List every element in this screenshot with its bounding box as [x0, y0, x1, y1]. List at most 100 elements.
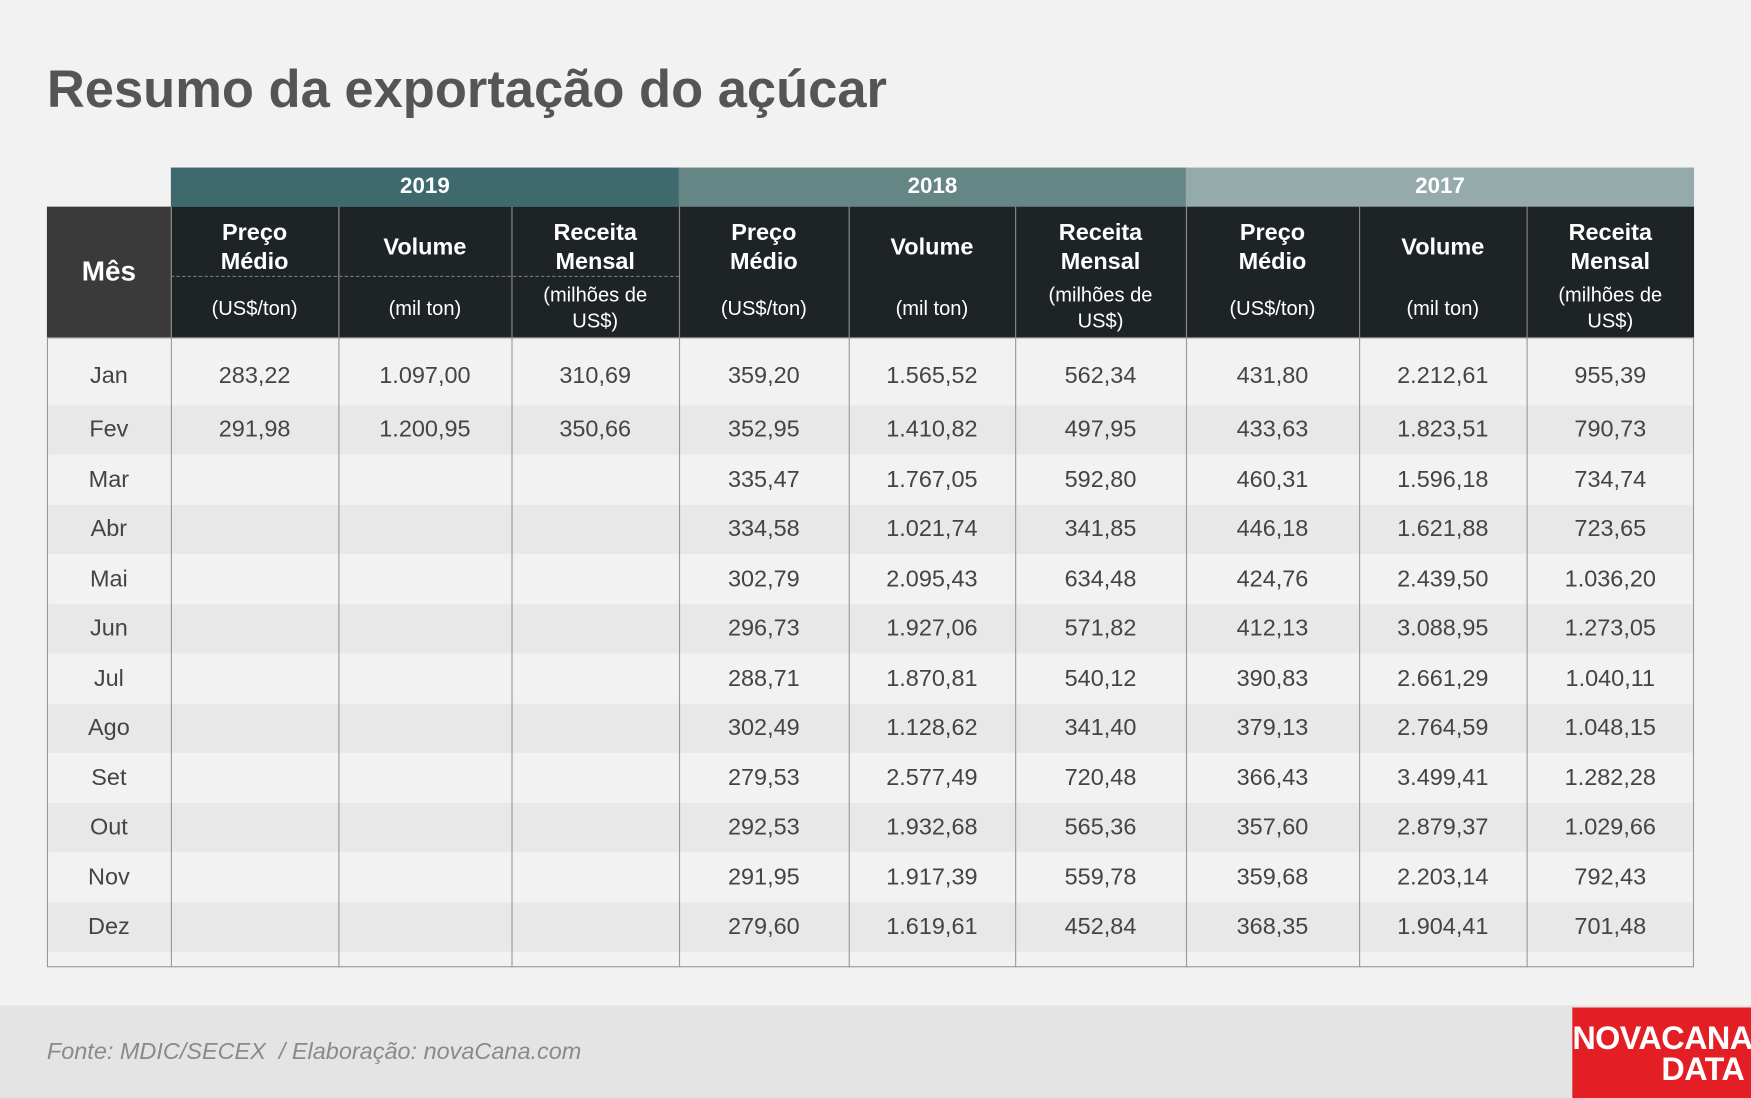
value-cell: 292,53	[727, 814, 800, 840]
value-cell: 1.200,95	[379, 416, 471, 443]
value-cell: 2.203,14	[1397, 863, 1489, 890]
row-stripe	[48, 405, 1693, 455]
column-unit-text: (milhões de US$)	[1558, 283, 1663, 332]
month-cell: Fev	[89, 416, 129, 443]
value-cell: 1.619,61	[886, 913, 978, 940]
value-cell: 1.036,20	[1564, 565, 1656, 592]
footer	[0, 1005, 1751, 1098]
value-cell: 1.040,11	[1565, 665, 1656, 691]
value-cell: 497,95	[1064, 416, 1137, 443]
month-cell: Set	[91, 764, 127, 791]
value-cell: 2.879,37	[1397, 814, 1489, 840]
header-cell	[678, 206, 849, 338]
value-cell: 335,47	[727, 466, 800, 493]
year-band: 2017	[1185, 167, 1695, 207]
value-cell: 279,53	[727, 764, 800, 791]
column-unit: (mil ton)	[338, 281, 511, 335]
header-divider	[170, 275, 679, 278]
value-cell: 565,36	[1064, 814, 1137, 840]
value-cell: 1.596,18	[1397, 466, 1489, 493]
value-cell: 1.917,39	[886, 863, 978, 890]
value-cell: 412,13	[1236, 615, 1309, 642]
column-name-text: Preço Médio	[220, 220, 289, 275]
column-name-text: Receita Mensal	[553, 220, 637, 275]
value-cell: 279,60	[727, 913, 800, 940]
column-line	[1359, 337, 1361, 968]
logo-text: DATA	[1661, 1052, 1745, 1088]
value-cell: 1.273,05	[1564, 615, 1656, 642]
value-cell: 1.021,74	[886, 516, 978, 542]
value-cell: 288,71	[727, 665, 800, 691]
month-cell: Dez	[88, 913, 130, 940]
column-name-text: Receita Mensal	[1568, 220, 1653, 275]
value-cell: 341,85	[1064, 516, 1137, 542]
month-cell: Abr	[90, 516, 128, 542]
year-band: 2018	[678, 167, 1186, 207]
value-cell: 734,74	[1574, 466, 1647, 493]
column-name: Receita Mensal	[511, 214, 679, 281]
column-unit: (mil ton)	[1359, 281, 1527, 335]
month-cell: Mar	[88, 466, 130, 493]
column-unit-text: (US$/ton)	[720, 296, 807, 319]
value-cell: 433,63	[1236, 416, 1309, 443]
month-cell: Jul	[93, 665, 124, 691]
value-cell: 368,35	[1236, 913, 1309, 940]
value-cell: 1.029,66	[1564, 814, 1656, 840]
value-cell: 359,20	[727, 362, 800, 389]
column-unit-text: (milhões de US$)	[1048, 283, 1153, 332]
value-cell: 1.904,41	[1397, 913, 1489, 940]
value-cell: 379,13	[1236, 714, 1309, 741]
column-unit: (milhões de US$)	[1527, 281, 1695, 335]
value-cell: 1.823,51	[1397, 416, 1489, 443]
value-cell: 1.927,06	[886, 615, 978, 642]
value-cell: 350,66	[559, 416, 632, 443]
value-cell: 390,83	[1236, 665, 1309, 691]
column-name: Preço Médio	[171, 214, 339, 281]
column-name: Volume	[1359, 214, 1527, 281]
header-cell	[1185, 206, 1360, 338]
year-band: 2019	[170, 167, 679, 207]
value-cell: 723,65	[1574, 516, 1647, 542]
value-cell: 283,22	[218, 362, 291, 389]
value-cell: 792,43	[1574, 863, 1647, 890]
value-cell: 2.661,29	[1397, 665, 1489, 691]
header-cell	[848, 206, 1016, 338]
value-cell: 720,48	[1064, 764, 1137, 791]
column-unit-text: (mil ton)	[1406, 296, 1480, 319]
column-unit: (mil ton)	[849, 281, 1015, 335]
value-cell: 302,79	[727, 565, 800, 592]
column-name: Volume	[849, 214, 1015, 281]
month-cell: Jun	[89, 615, 128, 642]
logo-text: NOVACANA	[1572, 1020, 1751, 1057]
value-cell: 2.439,50	[1397, 565, 1489, 592]
header-cell	[170, 206, 339, 338]
value-cell: 302,49	[727, 714, 800, 741]
column-name: Receita Mensal	[1527, 214, 1695, 281]
title: Resumo da exportação do açúcar	[46, 59, 887, 119]
column-name-text: Receita Mensal	[1058, 220, 1143, 275]
column-unit-text: (milhões de US$)	[543, 283, 648, 332]
column-line	[1526, 337, 1528, 968]
value-cell: 955,39	[1574, 362, 1647, 389]
value-cell: 559,78	[1064, 863, 1137, 890]
value-cell: 1.565,52	[886, 362, 978, 389]
row-stripe	[48, 703, 1693, 753]
value-cell: 1.870,81	[886, 665, 978, 691]
column-name-text: Preço Médio	[1238, 220, 1307, 275]
month-header: Mês	[46, 206, 171, 338]
header-cell	[1359, 206, 1527, 338]
value-cell: 359,68	[1236, 863, 1309, 890]
column-line	[338, 337, 340, 968]
column-unit-text: (US$/ton)	[1229, 296, 1316, 319]
value-cell: 1.282,28	[1564, 764, 1656, 791]
month-cell: Nov	[88, 863, 130, 890]
header-cell	[338, 206, 512, 338]
value-cell: 341,40	[1064, 714, 1137, 741]
value-cell: 452,84	[1064, 913, 1137, 940]
value-cell: 634,48	[1064, 565, 1137, 592]
month-cell: Jan	[89, 362, 128, 389]
value-cell: 790,73	[1574, 416, 1647, 443]
column-unit: (milhões de US$)	[1015, 281, 1186, 335]
